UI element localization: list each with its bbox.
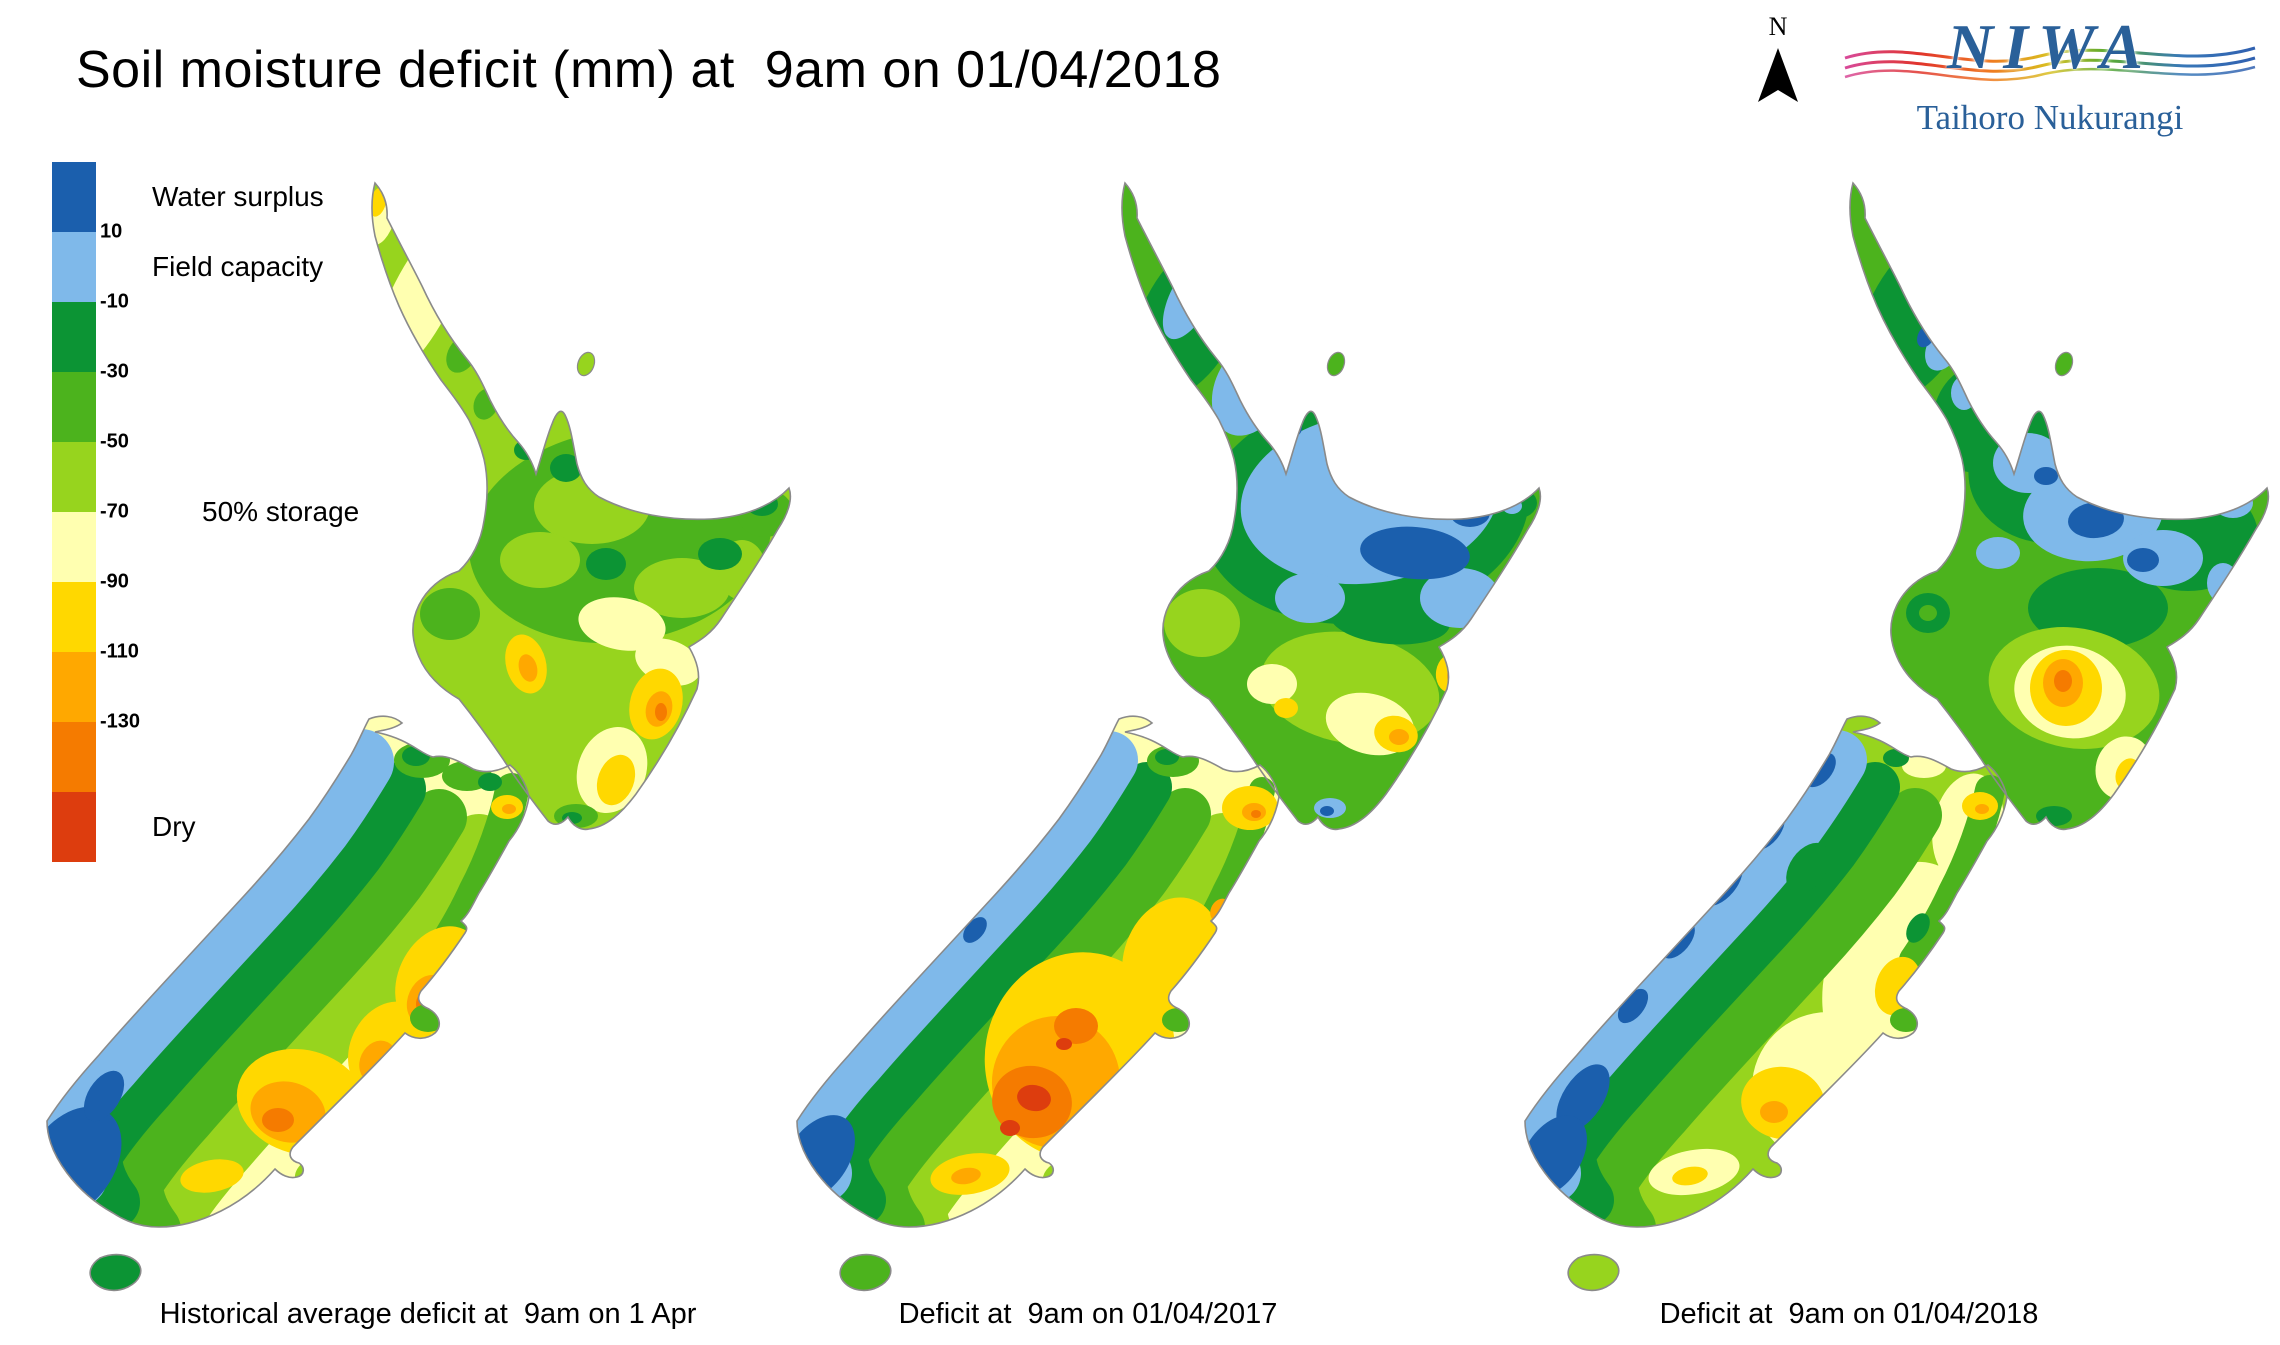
legend-swatch-4: [52, 442, 96, 512]
legend-tick-m70: -70: [100, 500, 129, 523]
map-caption-historical: Historical average deficit at 9am on 1 A…: [159, 1298, 697, 1330]
legend: Water surplus Field capacity 50% storage…: [52, 162, 382, 902]
nz-map-historical-svg: [46, 181, 792, 1292]
rainbow-wave-icon: [1844, 46, 2256, 82]
legend-swatch-6: [52, 582, 96, 652]
stewart-island: [840, 1254, 891, 1291]
legend-tick-m10: -10: [100, 290, 129, 313]
niwa-logo-name: NIWA: [1947, 11, 2153, 82]
legend-label-water-surplus: Water surplus: [152, 181, 324, 212]
legend-label-field-capacity: Field capacity: [152, 251, 324, 282]
map-historical-average: [20, 168, 800, 1318]
page-title: Soil moisture deficit (mm) at 9am on 01/…: [76, 41, 1222, 99]
legend-swatch-2: [52, 302, 96, 372]
legend-swatch-5: [52, 512, 96, 582]
legend-color-bar: [52, 162, 96, 862]
map-caption-2018: Deficit at 9am on 01/04/2018: [1659, 1298, 2039, 1330]
north-arrow-label: N: [1768, 12, 1788, 41]
legend-tick-10: 10: [100, 220, 123, 243]
niwa-logo: NIWA Taihoro Nukurangi: [1840, 10, 2260, 160]
legend-swatch-8: [52, 722, 96, 792]
south-island: [797, 716, 1279, 1227]
south-island: [1525, 716, 2007, 1227]
stewart-island: [1568, 1254, 1619, 1291]
legend-swatch-dry: [52, 792, 96, 862]
legend-swatch-water-surplus: [52, 162, 96, 232]
legend-tick-m30: -30: [100, 360, 129, 383]
legend-swatch-7: [52, 652, 96, 722]
niwa-logo-subtitle: Taihoro Nukurangi: [1916, 98, 2184, 137]
legend-tick-m110: -110: [100, 640, 139, 663]
stewart-island: [90, 1254, 141, 1291]
south-island: [47, 716, 529, 1227]
nz-map-2017-svg: [796, 181, 1542, 1292]
map-caption-2017: Deficit at 9am on 01/04/2017: [898, 1298, 1278, 1330]
north-arrow: N: [1752, 14, 1804, 106]
map-deficit-2018: [1498, 168, 2278, 1318]
legend-swatch-field-capacity: [52, 232, 96, 302]
map-deficit-2017: [770, 168, 1550, 1318]
legend-tick-m50: -50: [100, 430, 129, 453]
legend-tick-m130: -130: [100, 710, 141, 733]
legend-tick-m90: -90: [100, 570, 129, 593]
legend-swatch-3: [52, 372, 96, 442]
nz-map-2018-svg: [1524, 181, 2270, 1292]
north-arrow-icon: [1758, 48, 1798, 102]
legend-label-half-storage: 50% storage: [202, 496, 360, 527]
legend-label-dry: Dry: [152, 811, 196, 842]
